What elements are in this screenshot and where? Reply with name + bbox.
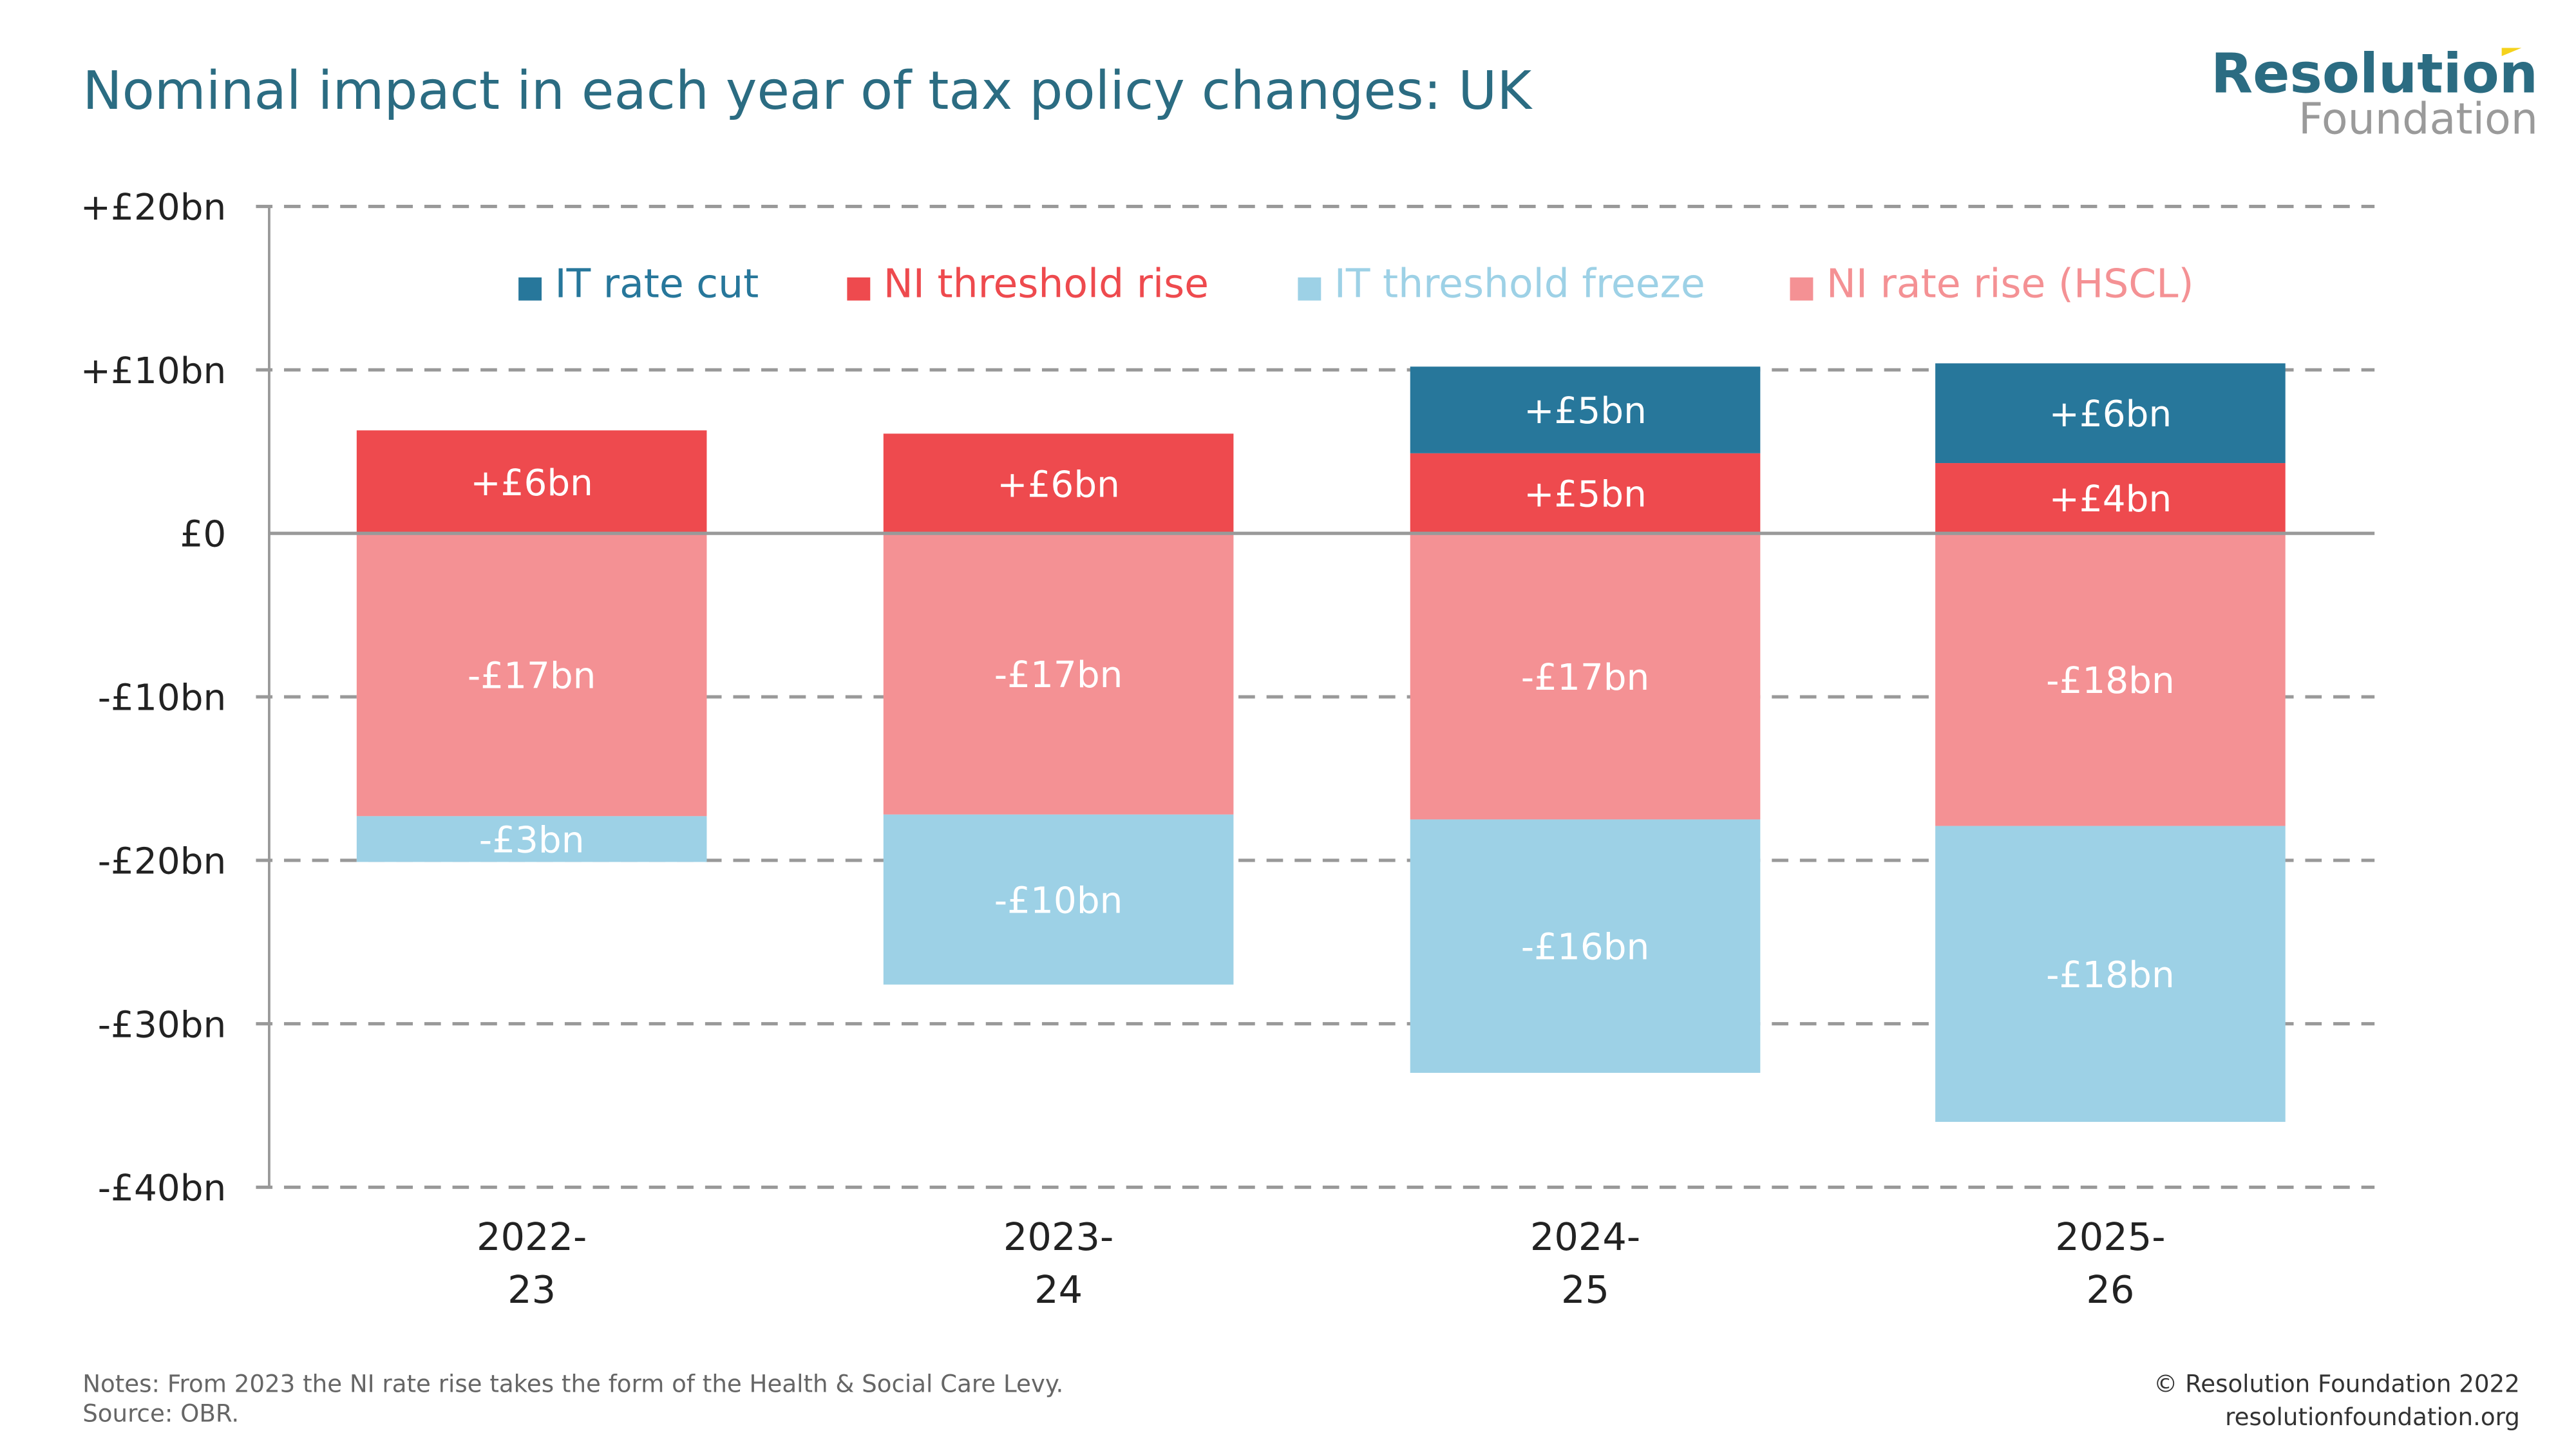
data-label: -£17bn (1521, 657, 1650, 699)
y-tick-label: -£30bn (98, 1004, 227, 1046)
data-label: +£6bn (2049, 393, 2172, 435)
x-tick-label: 26 (2086, 1267, 2134, 1312)
website: resolutionfoundation.org (2225, 1403, 2520, 1431)
bar-segment (1410, 533, 1761, 820)
bar-segment (883, 814, 1234, 985)
y-tick-label: -£20bn (98, 840, 227, 882)
data-label: +£4bn (2049, 478, 2172, 520)
legend: IT rate cut NI threshold rise IT threshold… (518, 261, 2193, 307)
bar-segment (1935, 533, 2286, 826)
notes: Notes: From 2023 the NI rate rise takes … (82, 1370, 1063, 1398)
x-tick-label: 2024- (1530, 1215, 1640, 1259)
logo: Resolution Foundation (2211, 42, 2538, 144)
legend-swatch (518, 277, 542, 301)
chart-title: Nominal impact in each year of tax polic… (82, 61, 1533, 122)
copyright: © Resolution Foundation 2022 (2154, 1370, 2520, 1398)
bar-segment (1935, 826, 2286, 1122)
data-label: -£16bn (1521, 927, 1650, 969)
bar-segment (883, 533, 1234, 815)
source: Source: OBR. (82, 1399, 239, 1428)
bar-segment (883, 433, 1234, 534)
bar-segment (356, 533, 707, 817)
x-tick-label: 25 (1561, 1267, 1609, 1312)
bar-segment (1410, 366, 1761, 453)
bar-segment (1410, 453, 1761, 534)
data-label: -£3bn (479, 819, 585, 861)
legend-swatch (1790, 277, 1814, 301)
data-label: -£10bn (994, 880, 1123, 922)
data-label: -£17bn (994, 654, 1123, 696)
bar-segment (356, 816, 707, 862)
y-tick-label: £0 (180, 514, 227, 556)
legend-label: IT threshold freeze (1334, 261, 1705, 307)
x-tick-label: 24 (1034, 1267, 1083, 1312)
data-label: +£5bn (1524, 390, 1647, 432)
legend-label: IT rate cut (555, 261, 759, 307)
legend-swatch (1298, 277, 1321, 301)
x-tick-label: 2023- (1003, 1215, 1113, 1259)
data-label: +£5bn (1524, 474, 1647, 516)
logo-accent (2501, 48, 2522, 57)
x-tick-label: 23 (507, 1267, 556, 1312)
y-tick-label: -£40bn (98, 1168, 227, 1209)
bar-segment (356, 430, 707, 534)
data-label: -£18bn (2046, 954, 2175, 996)
y-tick-label: +£20bn (80, 187, 226, 229)
data-label: +£6bn (997, 464, 1120, 506)
y-tick-label: +£10bn (80, 350, 226, 392)
legend-label: NI rate rise (HSCL) (1826, 261, 2194, 307)
bars: +£6bn -£17bn -£3bn +£6bn -£17bn -£10bn +£5bn +£… (356, 363, 2286, 1122)
x-tick-label: 2022- (477, 1215, 587, 1259)
bar-segment (1410, 819, 1761, 1073)
data-label: +£6bn (470, 462, 593, 504)
legend-swatch (847, 277, 871, 301)
legend-label: NI threshold rise (884, 261, 1209, 307)
y-tick-label: -£10bn (98, 677, 227, 719)
logo-foundation: Foundation (2298, 94, 2538, 144)
logo-resolution: Resolution (2211, 42, 2538, 106)
axes: +£20bn +£10bn £0 -£10bn -£20bn -£30bn -£40bn 20… (80, 187, 2375, 1312)
bar-segment (1935, 463, 2286, 534)
data-label: -£18bn (2046, 660, 2175, 702)
bar-segment (1935, 363, 2286, 464)
x-tick-label: 2025- (2055, 1215, 2165, 1259)
data-label: -£17bn (468, 655, 596, 697)
